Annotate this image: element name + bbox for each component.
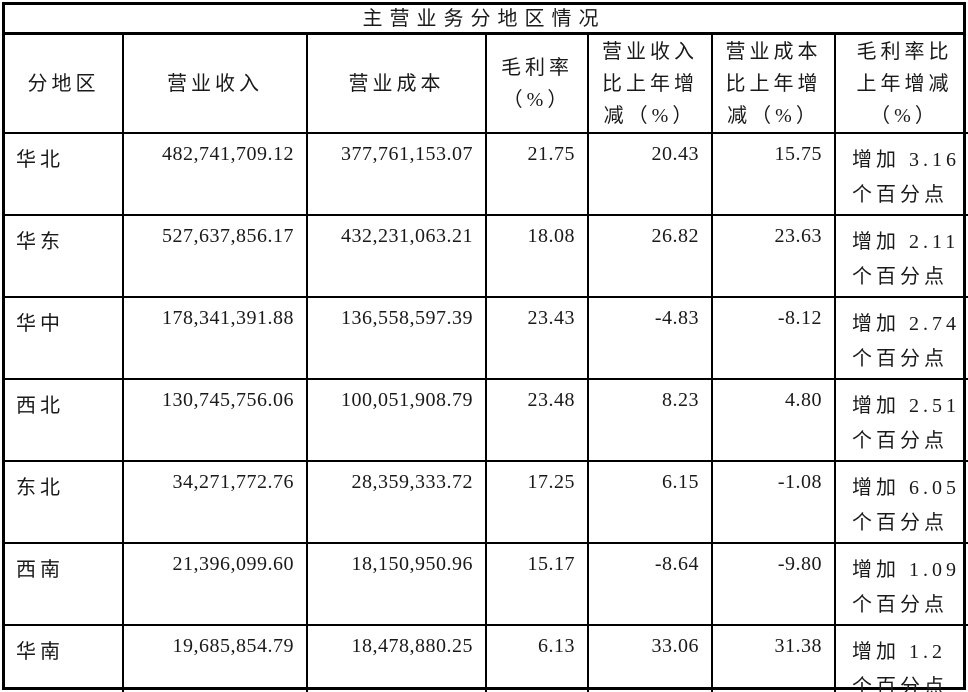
cell-cost: 100,051,908.79 [306,378,487,462]
table-row: 华东 527,637,856.17 432,231,063.21 18.08 2… [5,214,968,298]
cell-revenue-yoy: 8.23 [587,378,713,462]
cell-gross-margin: 23.43 [485,296,589,380]
table-row: 东北 34,271,772.76 28,359,333.72 17.25 6.1… [5,460,968,544]
cell-gross-margin: 17.25 [485,460,589,544]
cell-cost: 28,359,333.72 [306,460,487,544]
cell-gross-margin: 21.75 [485,132,589,216]
cell-revenue: 482,741,709.12 [122,132,308,216]
header-region: 分地区 [5,35,124,134]
header-cost: 营业成本 [306,35,487,134]
header-gross-margin: 毛利率 （%） [485,35,589,134]
region-table: 分地区 营业收入 营业成本 毛利率 （%） 营业收入 比上年增 减（%） 营业成… [5,35,968,692]
cell-revenue: 34,271,772.76 [122,460,308,544]
cell-gross-margin: 6.13 [485,624,589,692]
cell-region: 东北 [5,460,124,544]
cell-cost-yoy: 23.63 [711,214,836,298]
cell-gross-margin: 15.17 [485,542,589,626]
cell-cost: 18,478,880.25 [306,624,487,692]
table-row: 华南 19,685,854.79 18,478,880.25 6.13 33.0… [5,624,968,692]
table-header-row: 分地区 营业收入 营业成本 毛利率 （%） 营业收入 比上年增 减（%） 营业成… [5,35,968,134]
cell-revenue-yoy: -4.83 [587,296,713,380]
cell-margin-change: 增加 1.09 个百分点 [834,542,968,626]
cell-margin-change: 增加 2.11 个百分点 [834,214,968,298]
cell-cost-yoy: -1.08 [711,460,836,544]
cell-revenue: 527,637,856.17 [122,214,308,298]
cell-cost: 377,761,153.07 [306,132,487,216]
cell-cost-yoy: 4.80 [711,378,836,462]
cell-margin-change: 增加 6.05 个百分点 [834,460,968,544]
cell-cost: 18,150,950.96 [306,542,487,626]
cell-cost-yoy: -8.12 [711,296,836,380]
cell-cost-yoy: -9.80 [711,542,836,626]
header-cost-yoy: 营业成本 比上年增 减（%） [711,35,836,134]
table-row: 西南 21,396,099.60 18,150,950.96 15.17 -8.… [5,542,968,626]
cell-revenue: 178,341,391.88 [122,296,308,380]
cell-region: 华南 [5,624,124,692]
cell-region: 西南 [5,542,124,626]
header-margin-change: 毛利率比 上年增减 （%） [834,35,968,134]
cell-revenue-yoy: 20.43 [587,132,713,216]
cell-region: 华中 [5,296,124,380]
cell-region: 华东 [5,214,124,298]
table-row: 华北 482,741,709.12 377,761,153.07 21.75 2… [5,132,968,216]
cell-margin-change: 增加 3.16 个百分点 [834,132,968,216]
header-revenue-yoy: 营业收入 比上年增 减（%） [587,35,713,134]
cell-cost-yoy: 31.38 [711,624,836,692]
cell-margin-change: 增加 2.51 个百分点 [834,378,968,462]
cell-gross-margin: 18.08 [485,214,589,298]
cell-revenue-yoy: 6.15 [587,460,713,544]
cell-margin-change: 增加 2.74 个百分点 [834,296,968,380]
table-title: 主营业务分地区情况 [5,5,963,35]
cell-revenue: 130,745,756.06 [122,378,308,462]
cell-region: 华北 [5,132,124,216]
cell-revenue-yoy: 26.82 [587,214,713,298]
cell-revenue-yoy: -8.64 [587,542,713,626]
cell-margin-change: 增加 1.2 个百分点 [834,624,968,692]
cell-cost: 136,558,597.39 [306,296,487,380]
cell-cost-yoy: 15.75 [711,132,836,216]
cell-cost: 432,231,063.21 [306,214,487,298]
cell-revenue: 19,685,854.79 [122,624,308,692]
cell-gross-margin: 23.48 [485,378,589,462]
cell-revenue: 21,396,099.60 [122,542,308,626]
header-revenue: 营业收入 [122,35,308,134]
table-row: 西北 130,745,756.06 100,051,908.79 23.48 8… [5,378,968,462]
table-row: 华中 178,341,391.88 136,558,597.39 23.43 -… [5,296,968,380]
cell-revenue-yoy: 33.06 [587,624,713,692]
cell-region: 西北 [5,378,124,462]
